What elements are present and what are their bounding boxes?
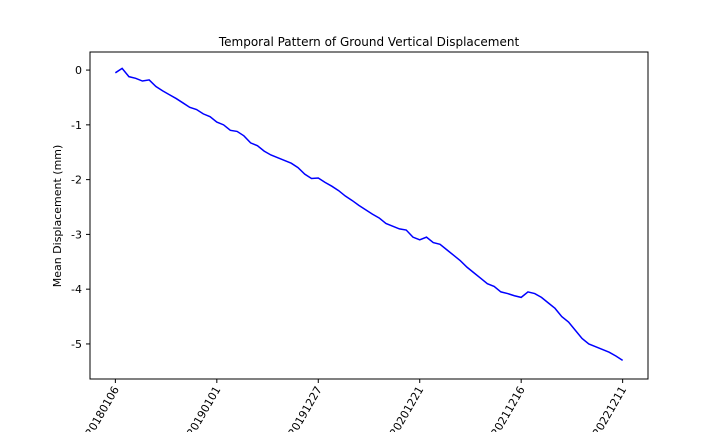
x-tick-label: 20191227 (286, 384, 325, 432)
y-tick-label: -3 (71, 228, 82, 241)
x-tick-label: 20201221 (387, 384, 426, 432)
y-tick-label: 0 (75, 64, 82, 77)
data-line (114, 67, 624, 362)
y-tick-label: -1 (71, 119, 82, 132)
y-tick-label: -2 (71, 174, 82, 187)
y-axis-label: Mean Displacement (mm) (51, 145, 64, 288)
x-tick-label: 20221211 (590, 384, 629, 432)
x-tick-label: 20190101 (184, 384, 223, 432)
y-tick-label: -5 (71, 338, 82, 351)
y-tick-label: -4 (71, 283, 82, 296)
x-tick-label: 20180106 (83, 384, 122, 432)
plot-frame (89, 51, 649, 380)
x-tick-label: 20211216 (489, 384, 528, 432)
chart-title: Temporal Pattern of Ground Vertical Disp… (218, 35, 520, 49)
